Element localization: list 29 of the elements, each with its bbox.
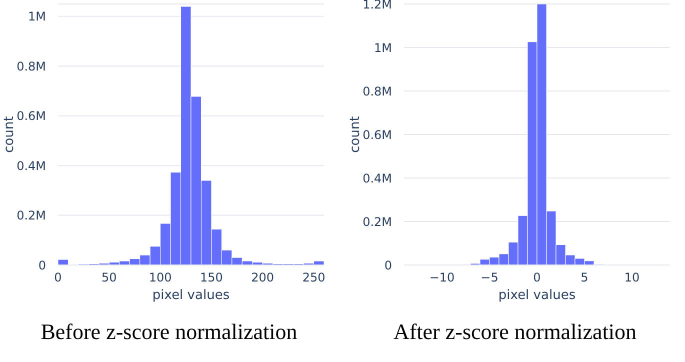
y-tick-label: 0.2M (362, 214, 392, 229)
x-tick-label: 5 (580, 270, 588, 285)
text: Before z-score normalization (40, 319, 298, 345)
x-tick-label: 200 (251, 270, 274, 285)
x-tick-label: 250 (302, 270, 326, 285)
y-tick-label: 0.4M (362, 171, 392, 186)
y-tick-label: 0.4M (16, 158, 46, 173)
y-axis-title: count (2, 116, 17, 153)
x-axis-title: pixel values (152, 288, 230, 303)
y-tick-label: 1M (28, 10, 46, 24)
y-axis-title: count (348, 116, 363, 153)
x-tick-label: 0 (54, 270, 62, 285)
y-tick-label: 0 (384, 258, 392, 272)
x-axis-title: pixel values (498, 288, 576, 303)
x-tick-label: 100 (148, 270, 172, 285)
x-tick-label: 10 (624, 270, 640, 285)
x-tick-label: 150 (200, 270, 223, 285)
y-tick-label: 0.8M (362, 84, 392, 98)
x-tick-label: −10 (429, 270, 455, 285)
y-tick-label: 0.8M (16, 59, 46, 74)
x-tick-label: −5 (480, 270, 498, 285)
y-tick-label: 1M (374, 40, 392, 55)
y-tick-label: 0.6M (362, 128, 392, 142)
y-tick-label: 0.6M (16, 109, 46, 124)
y-tick-label: 0.2M (16, 208, 46, 223)
x-tick-label: 50 (102, 270, 117, 285)
x-tick-label: 0 (533, 270, 541, 285)
text: After z-score normalization (392, 319, 638, 345)
y-tick-label: 0 (38, 258, 46, 272)
